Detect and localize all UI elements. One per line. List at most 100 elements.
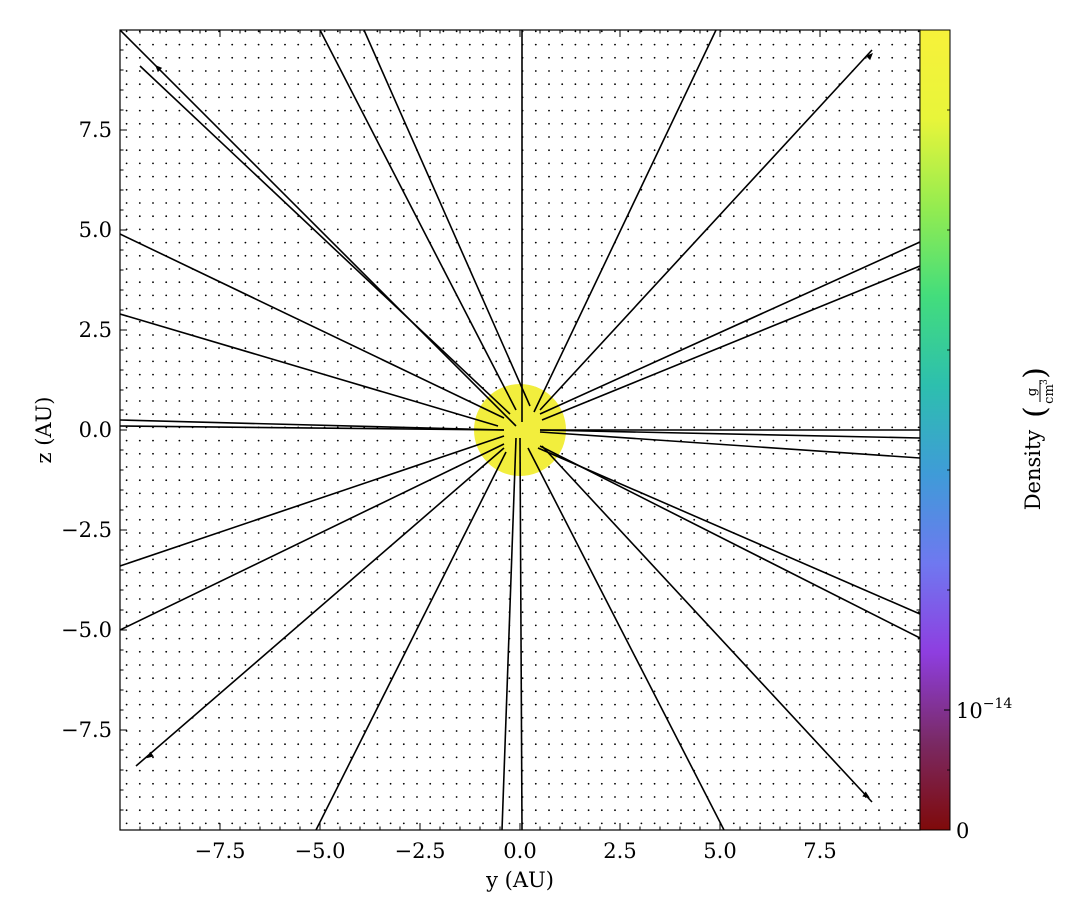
background-point: [363, 149, 366, 152]
background-point: [416, 241, 418, 244]
background-point: [653, 796, 656, 798]
background-point: [178, 136, 181, 138]
background-point: [165, 360, 168, 363]
background-point: [759, 677, 762, 680]
background-point: [376, 690, 379, 693]
background-point: [350, 162, 352, 165]
background-point: [706, 518, 709, 521]
background-point: [402, 254, 405, 257]
background-point: [270, 571, 273, 574]
background-point: [772, 281, 775, 284]
background-point: [402, 109, 405, 112]
background-point: [917, 70, 920, 72]
background-point: [812, 730, 814, 732]
background-point: [706, 532, 709, 534]
background-point: [165, 188, 168, 191]
background-point: [574, 756, 577, 759]
background-point: [785, 782, 788, 785]
background-point: [772, 320, 775, 323]
background-point: [759, 452, 762, 455]
background-point: [482, 281, 484, 284]
background-point: [904, 188, 907, 191]
background-point: [468, 188, 471, 191]
background-point: [666, 730, 669, 732]
background-point: [178, 439, 181, 442]
background-point: [257, 254, 260, 257]
background-point: [442, 136, 445, 138]
background-point: [455, 30, 458, 33]
background-point: [350, 637, 352, 640]
background-point: [455, 584, 458, 587]
background-point: [746, 347, 748, 350]
background-point: [600, 624, 603, 627]
background-point: [627, 479, 630, 482]
background-point: [864, 149, 867, 152]
background-point: [706, 241, 709, 244]
background-point: [310, 730, 313, 732]
background-point: [614, 254, 616, 257]
background-point: [680, 175, 682, 178]
background-point: [402, 149, 405, 152]
background-point: [402, 703, 405, 706]
background-point: [125, 122, 128, 125]
background-point: [864, 505, 867, 508]
background-point: [640, 518, 643, 521]
background-point: [878, 56, 880, 59]
background-point: [627, 149, 630, 152]
background-point: [772, 822, 775, 825]
background-point: [402, 122, 405, 125]
background-point: [851, 96, 854, 99]
background-point: [640, 241, 643, 244]
background-point: [442, 650, 445, 653]
background-point: [310, 56, 313, 59]
background-point: [891, 268, 894, 270]
background-point: [917, 743, 920, 746]
background-point: [785, 769, 788, 772]
background-point: [534, 545, 537, 548]
background-point: [693, 584, 696, 587]
background-point: [878, 360, 880, 363]
background-point: [640, 703, 643, 706]
background-point: [178, 70, 181, 72]
background-point: [680, 149, 682, 152]
background-point: [759, 294, 762, 297]
background-point: [825, 730, 828, 732]
background-point: [640, 439, 643, 442]
background-point: [891, 756, 894, 759]
background-point: [917, 730, 920, 732]
background-point: [191, 769, 194, 772]
background-point: [495, 584, 498, 587]
background-point: [323, 228, 326, 231]
background-point: [851, 83, 854, 86]
background-point: [231, 56, 234, 59]
background-point: [561, 690, 564, 693]
background-point: [336, 545, 339, 548]
background-point: [680, 809, 682, 812]
background-point: [904, 122, 907, 125]
background-point: [191, 439, 194, 442]
background-point: [574, 268, 577, 270]
background-point: [891, 545, 894, 548]
background-point: [178, 743, 181, 746]
background-point: [231, 320, 234, 323]
background-point: [244, 532, 247, 534]
background-point: [680, 294, 682, 297]
background-point: [825, 452, 828, 455]
background-point: [917, 664, 920, 666]
background-point: [798, 782, 801, 785]
background-point: [561, 452, 564, 455]
background-point: [389, 215, 392, 218]
background-point: [732, 347, 735, 350]
background-point: [336, 532, 339, 534]
background-point: [389, 703, 392, 706]
background-point: [310, 254, 313, 257]
background-point: [125, 400, 128, 402]
background-point: [455, 373, 458, 376]
background-point: [231, 505, 234, 508]
background-point: [455, 228, 458, 231]
background-point: [548, 677, 550, 680]
background-point: [310, 215, 313, 218]
background-point: [680, 598, 682, 600]
background-point: [521, 545, 524, 548]
background-point: [732, 690, 735, 693]
